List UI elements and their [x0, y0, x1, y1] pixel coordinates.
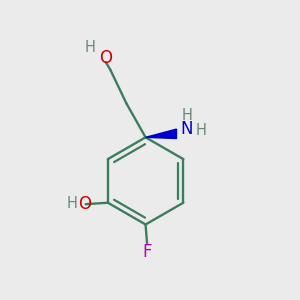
Text: N: N: [181, 120, 193, 138]
Text: O: O: [78, 195, 91, 213]
Text: F: F: [142, 243, 152, 261]
Polygon shape: [146, 129, 176, 139]
Text: H: H: [67, 196, 78, 211]
Text: H: H: [84, 40, 95, 55]
Text: H: H: [196, 123, 206, 138]
Text: H: H: [182, 108, 192, 123]
Text: O: O: [99, 49, 112, 67]
